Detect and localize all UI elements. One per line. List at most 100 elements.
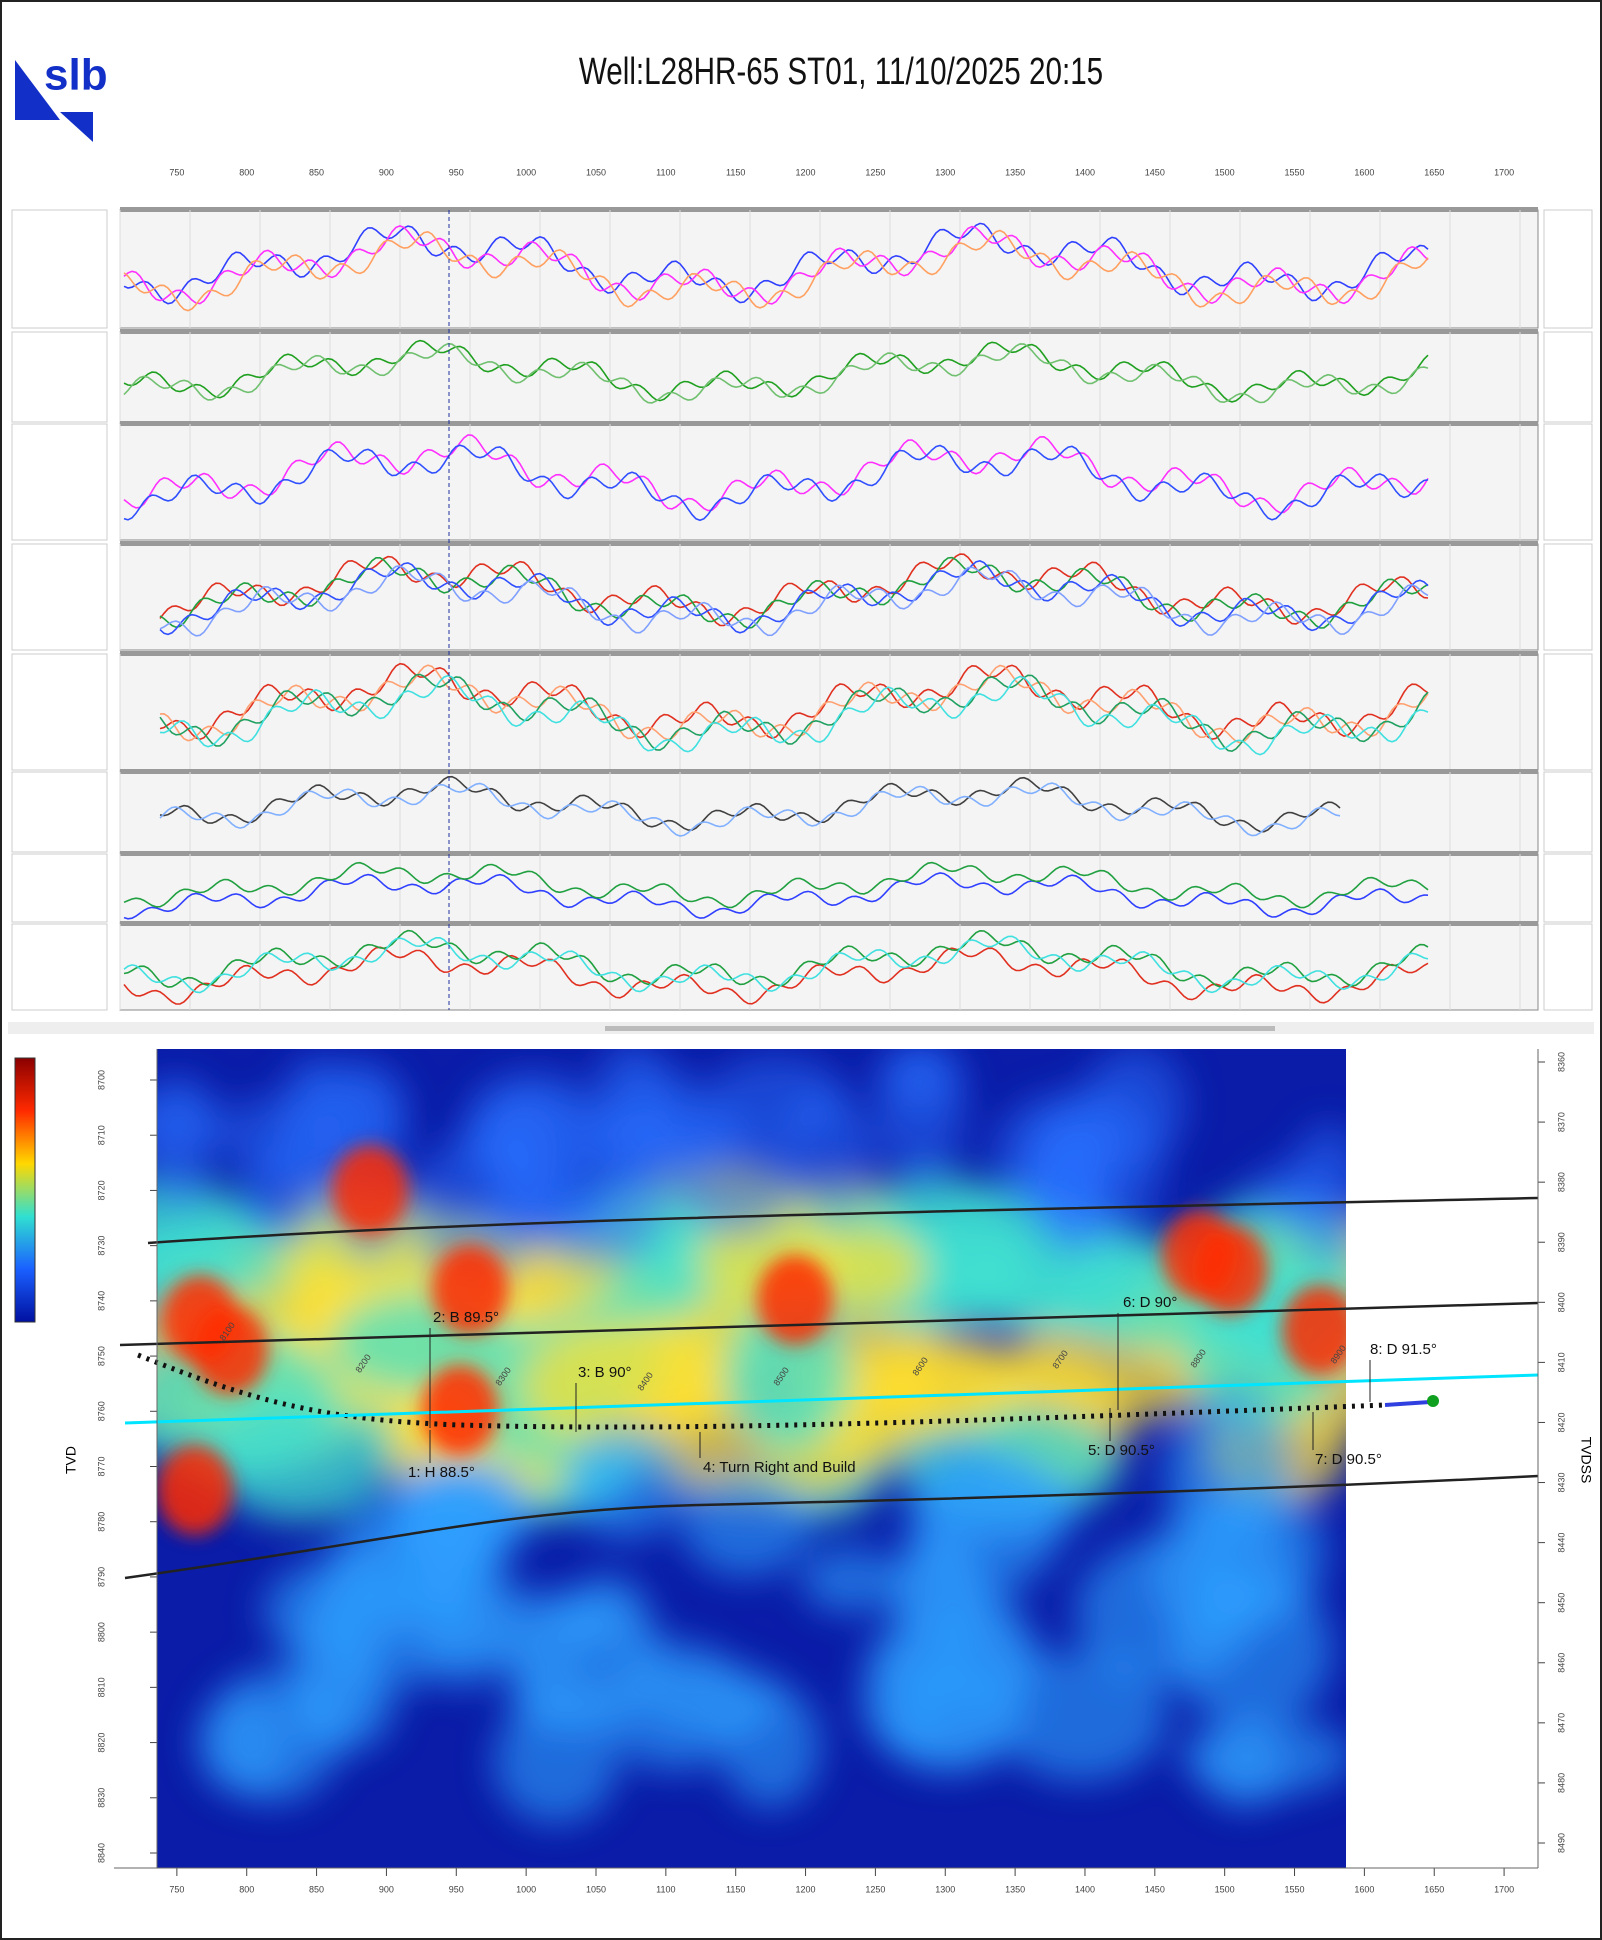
- x-tick-label: 950: [449, 1884, 464, 1894]
- top-tick-label: 1200: [796, 167, 816, 177]
- x-tick-label: 1650: [1424, 1884, 1444, 1894]
- right-tick-label: 8400: [1556, 1292, 1566, 1312]
- left-legend: [11, 423, 108, 541]
- right-tick-label: 8420: [1556, 1412, 1566, 1432]
- log-curve: [123, 225, 1429, 305]
- right-tick-label: 8360: [1556, 1052, 1566, 1072]
- projection: [1384, 1400, 1431, 1407]
- top-tick-label: 1700: [1494, 167, 1514, 177]
- blob: [877, 1049, 966, 1182]
- left-tick-label: 8770: [96, 1456, 106, 1476]
- top-tick-label: 1150: [726, 167, 745, 177]
- x-tick-label: 1250: [865, 1884, 885, 1894]
- hot-spot: [422, 1365, 498, 1455]
- annotation: 8: D 91.5°: [1370, 1341, 1437, 1358]
- annotation: 7: D 90.5°: [1315, 1451, 1382, 1468]
- log-curve: [123, 861, 1429, 909]
- blob: [873, 1657, 1026, 1772]
- target-line: [124, 1373, 1539, 1425]
- log-curve: [123, 342, 1429, 404]
- track-header: [120, 651, 1538, 656]
- title: Well:L28HR-65 ST01, 11/10/2025 20:15: [579, 51, 1103, 93]
- x-tick-label: 1350: [1005, 1884, 1025, 1894]
- blob: [290, 1657, 395, 1754]
- x-tick-label: 1450: [1145, 1884, 1165, 1894]
- track: [119, 923, 1539, 1011]
- track-header: [120, 769, 1538, 774]
- log-curve: [123, 222, 1429, 305]
- right-tick-label: 8490: [1556, 1833, 1566, 1853]
- x-tick-label: 750: [169, 1884, 184, 1894]
- top-tick-label: 1500: [1215, 167, 1235, 177]
- track: [119, 423, 1539, 541]
- top-tick-label: 750: [169, 167, 184, 177]
- track: [119, 853, 1539, 923]
- hot-spot: [332, 1145, 408, 1235]
- blob: [1180, 1717, 1346, 1796]
- right-axis-label: TVDSS: [1578, 1437, 1594, 1484]
- track-header: [120, 207, 1538, 212]
- right-tick-label: 8410: [1556, 1352, 1566, 1372]
- blob: [157, 1085, 230, 1160]
- left-legend: [11, 923, 108, 1011]
- top-tick-label: 1450: [1145, 167, 1165, 177]
- log-curve: [159, 674, 1429, 756]
- blob: [522, 1321, 732, 1451]
- log-curve: [123, 444, 1429, 522]
- left-legend: [11, 771, 108, 853]
- heatmap: [157, 1049, 1346, 1868]
- left-tick-label: 8760: [96, 1401, 106, 1421]
- hot-spot: [432, 1245, 508, 1335]
- x-tick-label: 800: [239, 1884, 254, 1894]
- x-tick-label: 1200: [796, 1884, 816, 1894]
- right-legend: [1543, 923, 1593, 1011]
- left-legend: [11, 653, 108, 771]
- top-tick-label: 1350: [1005, 167, 1025, 177]
- left-tick-label: 8700: [96, 1070, 106, 1090]
- top-tick-label: 1300: [935, 167, 955, 177]
- log-curve: [159, 662, 1429, 741]
- left-legend: [11, 209, 108, 329]
- right-legend: [1543, 543, 1593, 651]
- left-tick-label: 8790: [96, 1567, 106, 1587]
- left-axis-label: TVD: [63, 1446, 79, 1474]
- hot-spot: [1192, 1225, 1268, 1315]
- log-curve: [159, 556, 1429, 629]
- blob: [994, 1650, 1168, 1782]
- x-tick-label: 900: [379, 1884, 394, 1894]
- x-tick-label: 1700: [1494, 1884, 1514, 1894]
- top-tick-label: 950: [449, 167, 464, 177]
- x-tick-label: 1600: [1354, 1884, 1374, 1894]
- left-tick-label: 8820: [96, 1733, 106, 1753]
- log-curve: [123, 872, 1429, 920]
- log-curve: [159, 560, 1429, 636]
- left-tick-label: 8740: [96, 1291, 106, 1311]
- left-tick-label: 8830: [96, 1788, 106, 1808]
- hot-spot: [157, 1445, 233, 1535]
- track: [119, 331, 1539, 423]
- right-tick-label: 8470: [1556, 1713, 1566, 1733]
- annotation: 3: B 90°: [578, 1364, 632, 1381]
- x-tick-label: 1400: [1075, 1884, 1095, 1894]
- annotation: 4: Turn Right and Build: [703, 1459, 856, 1476]
- blob: [564, 1423, 688, 1540]
- blob: [1163, 1398, 1294, 1548]
- log-curve: [159, 565, 1429, 637]
- top-tick-label: 1550: [1285, 167, 1305, 177]
- annotation: 1: H 88.5°: [408, 1464, 475, 1481]
- right-tick-label: 8380: [1556, 1172, 1566, 1192]
- annotation: 2: B 89.5°: [433, 1309, 499, 1326]
- log-curve: [123, 434, 1429, 514]
- top-tick-label: 1650: [1424, 167, 1444, 177]
- left-tick-label: 8730: [96, 1236, 106, 1256]
- track: [119, 771, 1539, 853]
- top-tick-label: 1050: [586, 167, 606, 177]
- right-tick-label: 8460: [1556, 1653, 1566, 1673]
- track-header: [120, 541, 1538, 546]
- hot-spot: [757, 1255, 833, 1345]
- top-tick-label: 1400: [1075, 167, 1095, 177]
- x-tick-label: 1100: [656, 1884, 675, 1894]
- log-curve: [159, 553, 1429, 627]
- x-tick-label: 1000: [516, 1884, 536, 1894]
